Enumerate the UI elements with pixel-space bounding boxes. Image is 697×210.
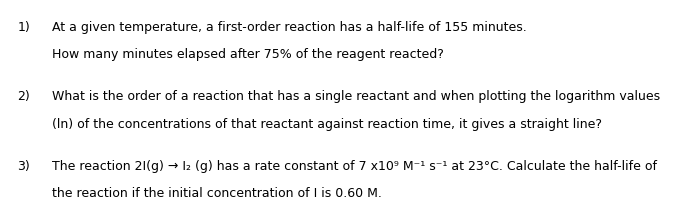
Text: 3): 3) <box>17 160 30 173</box>
Text: At a given temperature, a first-order reaction has a half-life of 155 minutes.: At a given temperature, a first-order re… <box>52 21 527 34</box>
Text: The reaction 2I(g) → I₂ (g) has a rate constant of 7 x10⁹ M⁻¹ s⁻¹ at 23°C. Calcu: The reaction 2I(g) → I₂ (g) has a rate c… <box>52 160 657 173</box>
Text: How many minutes elapsed after 75% of the reagent reacted?: How many minutes elapsed after 75% of th… <box>52 48 444 61</box>
Text: the reaction if the initial concentration of I is 0.60 M.: the reaction if the initial concentratio… <box>52 187 382 200</box>
Text: What is the order of a reaction that has a single reactant and when plotting the: What is the order of a reaction that has… <box>52 90 660 103</box>
Text: 2): 2) <box>17 90 30 103</box>
Text: (ln) of the concentrations of that reactant against reaction time, it gives a st: (ln) of the concentrations of that react… <box>52 118 602 131</box>
Text: 1): 1) <box>17 21 30 34</box>
